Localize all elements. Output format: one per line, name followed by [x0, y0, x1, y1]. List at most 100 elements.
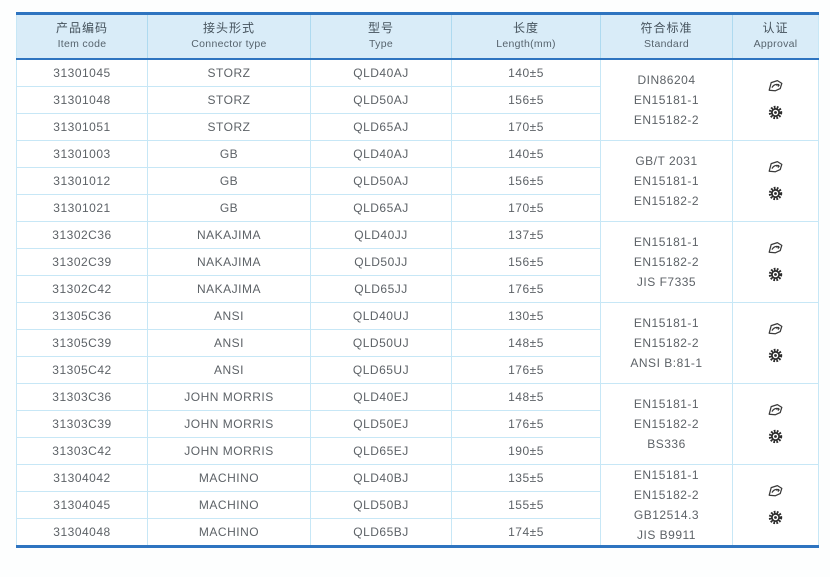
standard-cell: EN15181-1 EN15182-2 ANSI B:81-1: [600, 301, 733, 384]
item-code-cell: 31303C36: [16, 382, 148, 411]
standard-line: EN15182-2: [633, 416, 700, 431]
table-row: 31301048 STORZ QLD50AJ 156±5: [16, 85, 819, 114]
item-code-cell: 31301051: [16, 112, 148, 141]
item-code-cell: 31301003: [16, 139, 148, 168]
gear-seal-icon: [768, 105, 783, 120]
table-row: 31304042 MACHINO QLD40BJ 135±5 EN15181-1 EN15…: [16, 463, 819, 547]
column-header-en: Approval: [753, 38, 798, 50]
standard-line: EN15181-1: [633, 173, 700, 188]
approval-icon-stack: [735, 79, 816, 120]
type-cell: QLD65UJ: [310, 355, 452, 384]
type-cell: QLD65AJ: [310, 112, 452, 141]
approval-icon-stack: [735, 241, 816, 282]
length-cell: 176±5: [451, 409, 601, 438]
length-cell: 137±5: [451, 220, 601, 249]
standard-line: EN15181-1: [633, 92, 700, 107]
certificate-emblem-icon: [767, 79, 784, 94]
type-cell: QLD50BJ: [310, 490, 452, 520]
approval-cell: [732, 58, 819, 141]
gear-seal-icon: [768, 267, 783, 282]
table-header: 产品编码 Item code 接头形式 Connector type 型号 Ty…: [16, 13, 819, 60]
standard-line: EN15181-1: [633, 467, 700, 482]
type-cell: QLD50AJ: [310, 166, 452, 195]
connector-type-cell: STORZ: [147, 112, 311, 141]
standard-line: EN15182-2: [633, 112, 700, 127]
standard-line: EN15182-2: [633, 193, 700, 208]
connector-type-cell: MACHINO: [147, 463, 311, 492]
standard-line: JIS F7335: [636, 274, 697, 289]
type-cell: QLD65AJ: [310, 193, 452, 222]
item-code-cell: 31303C42: [16, 436, 148, 465]
table-row: 31302C36 NAKAJIMA QLD40JJ 137±5 EN15181-1 EN1…: [16, 220, 819, 303]
standard-line: GB/T 2031: [635, 153, 698, 168]
connector-type-cell: GB: [147, 139, 311, 168]
table-row: 31301012 GB QLD50AJ 156±5: [16, 166, 819, 195]
type-cell: QLD40AJ: [310, 58, 452, 87]
standard-line: EN15182-2: [633, 335, 700, 350]
approval-cell: [732, 301, 819, 384]
table-row: 31301003 GB QLD40AJ 140±5 GB/T 2031 EN15181-1…: [16, 139, 819, 222]
item-code-cell: 31305C42: [16, 355, 148, 384]
standard-cell: EN15181-1 EN15182-2 BS336: [600, 382, 733, 465]
length-cell: 170±5: [451, 112, 601, 141]
certificate-emblem-icon: [767, 160, 784, 175]
column-header-connector-type: 接头形式 Connector type: [147, 13, 311, 60]
item-code-cell: 31305C36: [16, 301, 148, 330]
connector-type-cell: STORZ: [147, 58, 311, 87]
connector-type-cell: GB: [147, 193, 311, 222]
length-cell: 148±5: [451, 328, 601, 357]
type-cell: QLD65EJ: [310, 436, 452, 465]
column-header-zh: 接头形式: [202, 21, 255, 35]
column-header-en: Length(mm): [496, 38, 556, 50]
standard-line: BS336: [647, 436, 686, 451]
approval-icon-stack: [735, 484, 816, 525]
connector-type-cell: NAKAJIMA: [147, 274, 311, 303]
item-code-cell: 31304042: [16, 463, 148, 492]
connector-type-cell: GB: [147, 166, 311, 195]
table-row: 31301045 STORZ QLD40AJ 140±5 DIN86204 EN15181…: [16, 58, 819, 141]
type-cell: QLD50AJ: [310, 85, 452, 114]
item-code-cell: 31305C39: [16, 328, 148, 357]
type-cell: QLD50JJ: [310, 247, 452, 276]
length-cell: 140±5: [451, 58, 601, 87]
table-row: 31305C36 ANSI QLD40UJ 130±5 EN15181-1 EN15182…: [16, 301, 819, 384]
standard-line: ANSI B:81-1: [630, 355, 703, 370]
type-cell: QLD50EJ: [310, 409, 452, 438]
connector-type-cell: ANSI: [147, 355, 311, 384]
column-header-zh: 长度: [512, 21, 539, 35]
length-cell: 156±5: [451, 85, 601, 114]
length-cell: 170±5: [451, 193, 601, 222]
item-code-cell: 31301045: [16, 58, 148, 87]
standard-cell: DIN86204 EN15181-1 EN15182-2: [600, 58, 733, 141]
standard-cell: GB/T 2031 EN15181-1 EN15182-2: [600, 139, 733, 222]
standard-line: EN15181-1: [633, 315, 700, 330]
connector-type-cell: ANSI: [147, 301, 311, 330]
item-code-cell: 31303C39: [16, 409, 148, 438]
standard-line: GB12514.3: [633, 507, 700, 522]
type-cell: QLD40JJ: [310, 220, 452, 249]
table-row: 31302C39 NAKAJIMA QLD50JJ 156±5: [16, 247, 819, 276]
table-body: 31301045 STORZ QLD40AJ 140±5 DIN86204 EN15181…: [16, 58, 819, 547]
item-code-cell: 31302C39: [16, 247, 148, 276]
column-header-zh: 符合标准: [640, 21, 693, 35]
length-cell: 155±5: [451, 490, 601, 520]
type-cell: QLD40AJ: [310, 139, 452, 168]
approval-icon-stack: [735, 160, 816, 201]
certificate-emblem-icon: [767, 322, 784, 337]
certificate-emblem-icon: [767, 403, 784, 418]
item-code-cell: 31302C42: [16, 274, 148, 303]
item-code-cell: 31301048: [16, 85, 148, 114]
column-header-standard: 符合标准 Standard: [600, 13, 733, 60]
standard-cell: EN15181-1 EN15182-2 JIS F7335: [600, 220, 733, 303]
type-cell: QLD50UJ: [310, 328, 452, 357]
item-code-cell: 31301021: [16, 193, 148, 222]
approval-icon-stack: [735, 403, 816, 444]
standard-line: DIN86204: [637, 72, 696, 87]
connector-type-cell: JOHN MORRIS: [147, 382, 311, 411]
item-code-cell: 31304048: [16, 518, 148, 547]
column-header-zh: 型号: [367, 21, 394, 35]
certificate-emblem-icon: [767, 484, 784, 499]
standard-line: EN15181-1: [633, 234, 700, 249]
approval-cell: [732, 220, 819, 303]
length-cell: 156±5: [451, 166, 601, 195]
